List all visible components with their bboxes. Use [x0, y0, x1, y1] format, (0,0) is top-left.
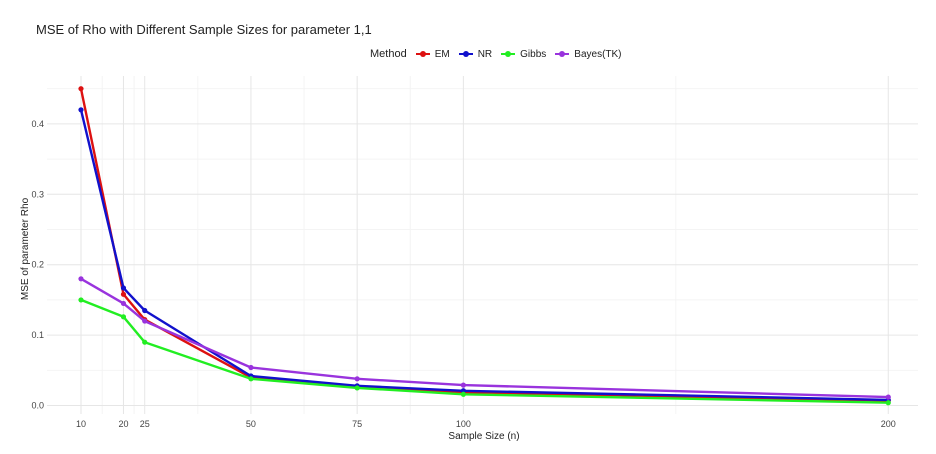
x-tick-label: 75 — [352, 419, 362, 429]
x-tick-label: 25 — [140, 419, 150, 429]
legend-label: NR — [477, 48, 493, 60]
series-line-em — [79, 88, 889, 402]
legend-label: EM — [434, 48, 450, 60]
data-point-gibbs — [78, 297, 84, 303]
legend-key-icon — [458, 49, 474, 59]
data-point-nr — [78, 107, 84, 113]
data-point-bayes-tk — [354, 376, 360, 382]
x-tick-label: 20 — [118, 419, 128, 429]
series-lines — [78, 86, 891, 406]
series-nr — [78, 107, 891, 403]
legend-item: NR — [458, 49, 492, 60]
x-tick-label: 50 — [246, 419, 256, 429]
series-gibbs — [78, 297, 891, 406]
legend-label: Bayes(TK) — [574, 48, 622, 60]
data-point-gibbs — [885, 400, 891, 406]
y-tick-label: 0.3 — [31, 189, 44, 199]
data-point-gibbs — [460, 391, 466, 397]
data-point-gibbs — [248, 376, 254, 382]
data-point-nr — [120, 285, 127, 291]
x-tick-label: 10 — [76, 419, 86, 429]
y-tick-label: 0.4 — [31, 119, 44, 129]
data-point-em — [78, 86, 84, 92]
x-tick-label: 200 — [881, 419, 896, 429]
data-point-bayes-tk — [142, 318, 148, 324]
data-point-bayes-tk — [78, 276, 84, 282]
data-point-bayes-tk — [248, 364, 254, 371]
data-point-gibbs — [354, 385, 360, 391]
legend-key-icon — [554, 49, 570, 59]
legend: Method EM NR Gibbs Bayes(TK) — [370, 44, 630, 64]
legend-item: Gibbs — [500, 49, 546, 60]
data-point-em — [120, 291, 127, 297]
series-bayes-tk — [78, 276, 891, 400]
y-tick-labels: 0.0 0.1 0.2 0.3 0.4 — [31, 119, 44, 411]
y-tick-label: 0.0 — [31, 401, 44, 411]
y-tick-label: 0.1 — [31, 330, 44, 340]
data-point-gibbs — [120, 314, 127, 320]
legend-key-icon — [415, 49, 431, 59]
series-line-nr — [79, 109, 889, 402]
legend-item: EM — [415, 49, 450, 60]
y-tick-label: 0.2 — [31, 260, 44, 270]
data-point-bayes-tk — [460, 382, 466, 388]
y-axis-title: MSE of parameter Rho — [20, 197, 31, 300]
data-point-bayes-tk — [885, 394, 891, 400]
series-em — [78, 86, 891, 404]
legend-item: Bayes(TK) — [554, 48, 622, 60]
x-tick-labels: 10 20 25 50 75 100 200 — [76, 419, 896, 429]
legend-title: Method — [370, 48, 407, 60]
x-axis-title: Sample Size (n) — [448, 431, 519, 442]
x-tick-label: 100 — [456, 419, 471, 429]
data-point-bayes-tk — [120, 300, 127, 307]
series-line-bayes-tk — [80, 277, 889, 399]
data-point-nr — [142, 307, 148, 314]
gridlines — [47, 76, 918, 414]
legend-label: Gibbs — [520, 48, 547, 60]
data-point-gibbs — [142, 339, 148, 345]
legend-key-icon — [500, 49, 516, 59]
chart-title: MSE of Rho with Different Sample Sizes f… — [36, 22, 372, 37]
